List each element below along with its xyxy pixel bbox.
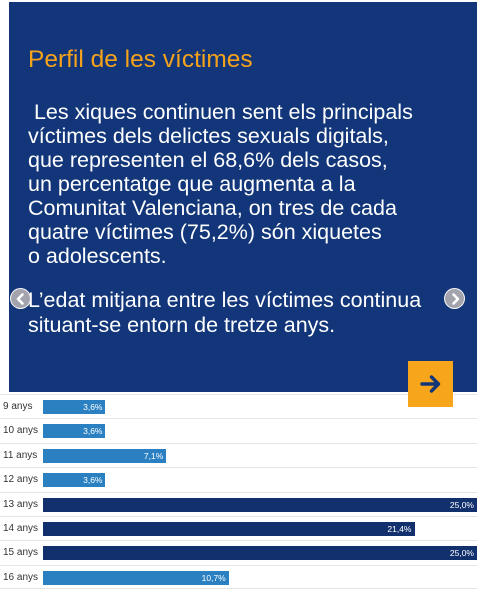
bar: 3,6%	[43, 473, 106, 488]
carousel-prev-button[interactable]	[10, 288, 31, 309]
chevron-right-icon	[446, 290, 464, 308]
data-label: 10,7%	[201, 572, 226, 583]
bar: 3,6%	[43, 424, 106, 439]
paragraph-line: situant-se entorn de tretze anys.	[28, 313, 336, 337]
category-label: 10 anys	[3, 425, 39, 437]
slide-paragraph-1: Les xiques continuen sent els principals…	[28, 100, 413, 268]
chart-row: 13 anys 25,0%	[0, 491, 477, 516]
data-label: 21,4%	[387, 524, 412, 534]
paragraph-line: Comunitat Valenciana, on tres de cada	[28, 196, 397, 220]
chart-row: 9 anys 3,6%	[0, 394, 477, 418]
chart-row: 15 anys 25,0%	[0, 540, 477, 564]
chevron-left-icon	[12, 290, 30, 308]
slide-title: Perfil de les víctimes	[28, 46, 253, 73]
bar: 21,4%	[43, 522, 415, 536]
age-bar-chart: 9 anys 3,6% 10 anys 3,6% 11 anys 7,1% 12 anys 3…	[0, 394, 477, 590]
chart-row: 14 anys 21,4%	[0, 516, 477, 540]
arrow-right-icon	[418, 371, 444, 397]
category-label: 16 anys	[3, 571, 39, 583]
data-label: 7,1%	[143, 450, 164, 461]
data-label: 3,6%	[83, 402, 103, 412]
data-label: 25,0%	[449, 548, 474, 559]
chart-row: 12 anys 3,6%	[0, 467, 477, 491]
category-label: 12 anys	[3, 474, 39, 486]
next-slide-arrow-button[interactable]	[408, 361, 453, 407]
carousel-slide: Perfil de les víctimes Les xiques contin…	[9, 2, 477, 392]
bar: 25,0%	[43, 497, 477, 512]
paragraph-line: víctimes dels delictes sexuals digitals,	[28, 124, 389, 148]
paragraph-line: L’edat mitjana entre les víctimes contin…	[28, 288, 422, 312]
category-label: 11 anys	[3, 449, 38, 461]
category-label: 13 anys	[3, 498, 39, 510]
slide-paragraph-2: L’edat mitjana entre les víctimes contin…	[28, 288, 421, 338]
data-label: 3,6%	[83, 475, 103, 486]
paragraph-line: Les xiques continuen sent els principals	[28, 100, 413, 124]
category-label: 9 anys	[3, 401, 33, 412]
bar: 7,1%	[43, 448, 167, 463]
data-label: 3,6%	[83, 426, 103, 437]
category-label: 15 anys	[3, 547, 39, 559]
paragraph-line: que representen el 68,6% dels casos,	[28, 148, 388, 172]
chart-row: 11 anys 7,1%	[0, 442, 477, 467]
paragraph-line: un percentatge que augmenta a la	[28, 172, 356, 196]
chart-row: 16 anys 10,7%	[0, 564, 477, 590]
bar: 10,7%	[43, 570, 229, 585]
bar: 25,0%	[43, 546, 477, 561]
paragraph-line: o adolescents.	[28, 244, 167, 268]
category-label: 14 anys	[3, 523, 39, 534]
carousel-next-button[interactable]	[444, 288, 465, 309]
chart-row: 10 anys 3,6%	[0, 418, 477, 442]
bar: 3,6%	[43, 400, 106, 414]
paragraph-line: quatre víctimes (75,2%) són xiquetes	[28, 220, 382, 244]
data-label: 25,0%	[449, 499, 474, 510]
